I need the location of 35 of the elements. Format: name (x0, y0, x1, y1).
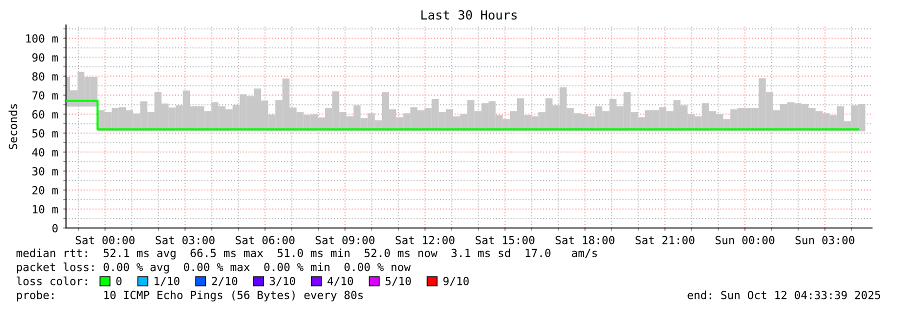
legend-label: 4/10 (328, 276, 353, 286)
x-tick-label: Sat 06:00 (236, 236, 294, 244)
y-tick-label: 30 m (32, 167, 58, 176)
y-tick-label: 10 m (32, 205, 58, 214)
x-tick-label: Sun 03:00 (796, 236, 854, 244)
y-tick-label: 80 m (32, 72, 58, 81)
y-tick-label: 0 (52, 224, 58, 232)
legend-label: 9/10 (443, 276, 469, 286)
text: packet loss: 0.00 % avg 0.00 % max 0.00 % min 0.00 % now (17, 262, 411, 274)
y-tick-label: 90 m (32, 53, 58, 62)
y-tick-label: 20 m (32, 186, 58, 194)
x-tick-label: Sat 15:00 (476, 236, 534, 244)
y-tick-label: 60 m (32, 110, 58, 119)
text: probe: 10 ICMP Echo Pings (56 Bytes) every 80s (17, 290, 363, 302)
legend-title: loss color: (16, 276, 87, 286)
text: median rtt: 52.1 ms avg 66.5 ms max 51.0 ms min 52.0 ms now 3.1 ms sd 17.0 am/s (16, 248, 597, 260)
y-tick-label: 100 m (26, 34, 58, 43)
y-axis-title: Seconds (8, 104, 18, 150)
x-tick-label: Sun 00:00 (716, 236, 774, 244)
legend-label: 2/10 (212, 276, 238, 286)
y-tick-label: 70 m (32, 91, 58, 100)
x-tick-label: Sat 18:00 (556, 236, 614, 244)
y-tick-label: 50 m (32, 129, 58, 138)
x-tick-label: Sat 03:00 (156, 236, 214, 244)
legend-label: 1/10 (154, 276, 180, 286)
legend-label: 5/10 (386, 276, 411, 286)
y-tick-label: 40 m (32, 148, 58, 157)
x-tick-label: Sat 09:00 (316, 236, 374, 244)
legend-label: 3/10 (270, 276, 296, 286)
chart-title: Last 30 Hours (421, 10, 517, 20)
text: end: Sun Oct 12 04:33:39 2025 (688, 290, 880, 300)
x-tick-label: Sat 00:00 (76, 236, 134, 244)
x-tick-label: Sat 12:00 (396, 236, 454, 244)
x-tick-label: Sat 21:00 (636, 236, 694, 244)
legend-label: 0 (116, 276, 122, 286)
